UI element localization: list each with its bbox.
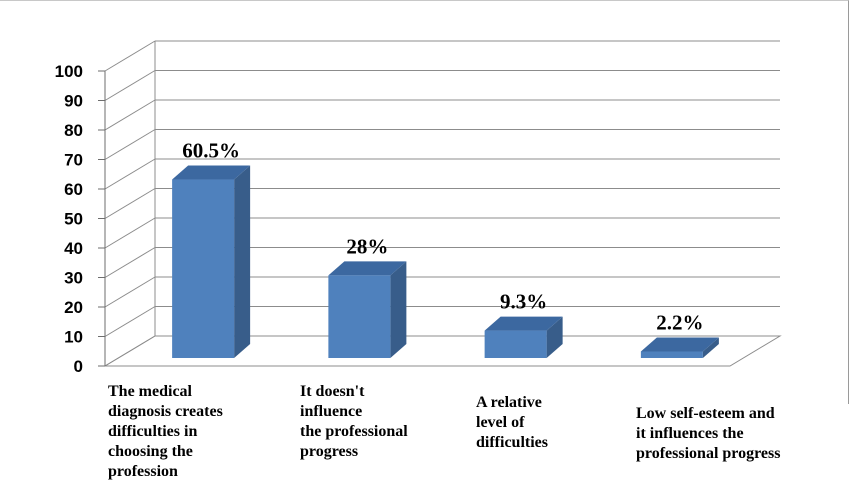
bar-front [328, 275, 391, 358]
gridline-diagonal [104, 217, 156, 249]
bars [172, 165, 719, 358]
x-category-label: Low self-esteem and it influences the pr… [636, 405, 781, 462]
x-category-label: A relative level of difficulties [476, 394, 548, 451]
bar-top [172, 165, 251, 180]
bar [328, 261, 407, 358]
y-tick-label: 70 [64, 151, 83, 170]
y-tick-label: 100 [55, 62, 83, 81]
bar-top [640, 337, 719, 352]
y-tick-label: 40 [64, 239, 83, 258]
bar-top [484, 316, 563, 331]
gridline-diagonal [104, 306, 156, 337]
gridline-diagonal [104, 188, 156, 219]
y-tick-label: 20 [64, 298, 83, 317]
y-tick-label: 30 [64, 269, 83, 288]
gridline-diagonal [104, 70, 156, 101]
data-label: 9.3% [500, 290, 547, 314]
gridline-diagonal [104, 276, 156, 308]
bar-side [234, 165, 251, 358]
bar-side [702, 337, 719, 358]
bar-front [172, 179, 235, 358]
y-tick-label: 0 [74, 357, 83, 376]
y-tick-label: 50 [64, 210, 83, 229]
x-category-label: The medical diagnosis creates difficulti… [108, 383, 223, 480]
y-tick-label: 80 [64, 121, 83, 140]
gridlines [103, 40, 782, 367]
bar-front [640, 351, 703, 358]
data-labels: 60.5% 28% 9.3% 2.2% [182, 139, 703, 335]
floor [103, 335, 782, 367]
bar-top [328, 261, 407, 276]
bar [640, 337, 719, 358]
y-tick-label: 10 [64, 328, 83, 347]
bar-side [546, 316, 563, 358]
y-tick-label: 90 [64, 92, 83, 111]
y-tick-label: 60 [64, 180, 83, 199]
gridline-diagonal [104, 158, 156, 190]
data-label: 28% [346, 234, 388, 258]
data-label: 60.5% [182, 139, 240, 163]
bar-front [484, 330, 547, 358]
bar [484, 316, 563, 358]
bar-side [390, 261, 407, 358]
gridline-diagonal [104, 247, 156, 278]
gridline-diagonal [104, 40, 156, 72]
data-label: 2.2% [656, 311, 703, 335]
gridline-diagonal [104, 99, 156, 131]
gridline-diagonal [104, 129, 156, 160]
y-axis: 0 10 20 30 40 50 60 70 80 90 100 [55, 62, 106, 376]
x-category-label: It doesn't influence the professional pr… [300, 383, 408, 460]
chart-frame [0, 0, 849, 404]
bar [172, 165, 251, 358]
